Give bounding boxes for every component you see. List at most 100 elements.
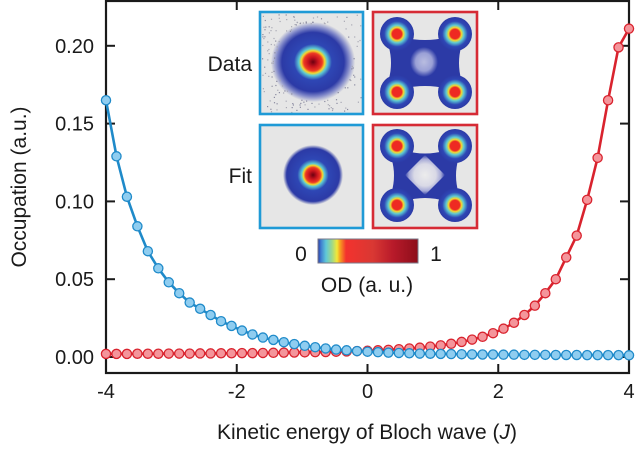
speckle [357,41,359,43]
data-point [351,345,363,357]
speckle [267,106,269,108]
data-point [613,42,624,53]
data-point [226,348,237,359]
speckle [270,111,273,113]
speckle [286,19,288,21]
speckle [276,109,278,111]
speckle [290,29,293,31]
speckle [312,21,314,23]
speckle [275,84,277,87]
x-axis-unit-close: ) [510,421,517,444]
speckle [324,23,326,25]
speckle [294,24,296,26]
speckle [318,103,320,105]
data-point [466,334,478,345]
speckle [263,91,265,93]
data-point [247,347,258,359]
speckle [350,79,352,82]
panel-border [258,10,365,116]
data-point [247,329,258,340]
speckle [310,23,312,25]
speckle [291,93,293,95]
data-point [550,349,562,361]
speckle [293,16,295,18]
speckle [295,24,297,26]
data-point [309,341,321,353]
speckle [292,103,294,105]
data-point [592,152,603,164]
speckle [346,16,348,18]
speckle [302,22,304,24]
speckle [354,84,356,86]
speckle [276,49,278,51]
speckle [268,32,270,34]
speckle [340,101,342,103]
inset-data-four-peak [371,10,479,116]
speckle [262,44,264,47]
data-point [393,347,405,359]
speckle [265,26,267,28]
colorbar-max-label: 1 [430,243,442,266]
data-point [226,320,237,332]
speckle [276,46,278,48]
inset-fit-four-peak [371,123,479,230]
data-point [508,349,520,360]
data-point [435,340,446,351]
colorbar-title: OD (a. u.) [321,274,413,297]
speckle [312,17,315,19]
speckle [271,62,273,64]
speckle [344,87,346,89]
data-point [194,348,206,359]
speckle [299,22,301,25]
speckle [286,30,288,32]
panel-border [371,123,479,230]
speckle [305,22,307,24]
data-point [414,348,426,359]
x-tick-label: 0 [362,381,373,403]
data-point [111,348,122,360]
inset: Data Fit [208,10,479,297]
speckle [347,87,349,89]
colorbar-gradient [317,238,419,264]
speckle [272,62,274,64]
data-point [383,347,394,358]
data-point [153,348,164,359]
speckle [354,36,356,38]
speckle [278,17,280,19]
speckle [291,107,293,109]
data-point [173,348,185,359]
speckle [271,27,273,29]
data-point [100,95,112,106]
speckle [274,57,276,59]
speckle [360,25,362,27]
data-point [205,309,216,321]
data-point [456,348,467,360]
speckle [274,52,276,54]
speckle [307,108,309,110]
x-tick-label: -2 [228,381,246,403]
speckle [271,76,273,78]
data-point [560,252,572,263]
y-axis-title: Occupation (a.u.) [8,106,31,267]
speckle [268,26,270,28]
data-point [581,349,593,361]
inset-fit-single-peak [258,123,365,230]
speckle [300,102,302,104]
speckle [360,78,362,80]
speckle [347,108,349,111]
panel-border [258,123,365,230]
data-point [498,349,509,360]
x-axis-title: Kinetic energy of Bloch wave (J) [217,421,517,444]
data-point [571,349,582,361]
speckle [264,29,266,31]
speckle [271,71,273,73]
y-tick-label: 0.20 [55,36,94,58]
speckle [320,18,323,20]
speckle [311,102,313,104]
data-point [362,346,373,357]
data-point [142,348,154,359]
speckle [276,80,278,82]
speckle [292,104,294,106]
data-point [445,348,457,360]
data-point [278,347,290,358]
